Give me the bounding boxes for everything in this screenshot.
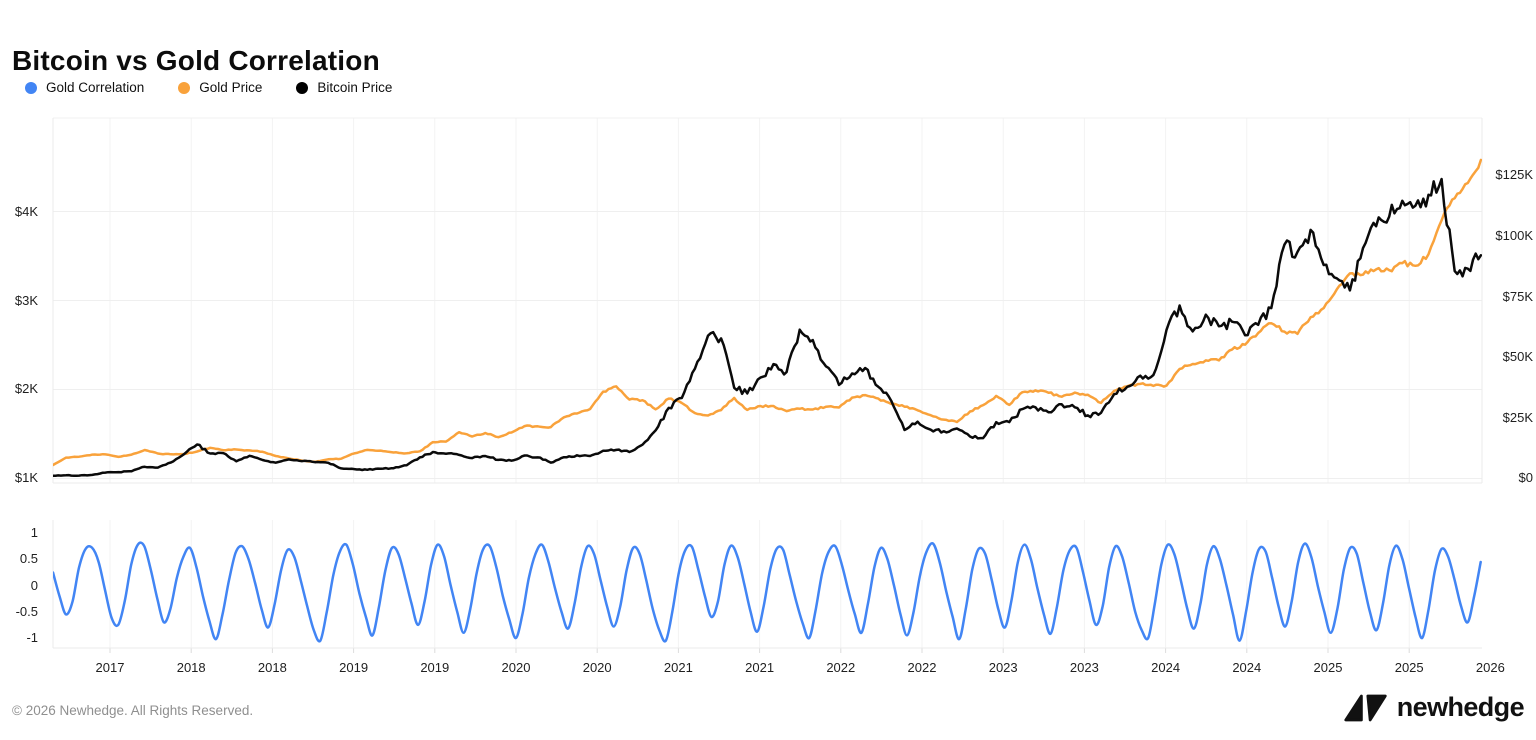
legend-label: Gold Price (199, 80, 263, 95)
legend-label: Gold Correlation (46, 80, 145, 95)
bitcoin-price-dot-icon (296, 81, 309, 94)
brand-text: newhedge (1396, 692, 1525, 722)
chart-title: Bitcoin vs Gold Correlation (12, 44, 380, 76)
legend-item-gold-price[interactable]: Gold Price (178, 80, 262, 95)
copyright-text: © 2026 Newhedge. All Rights Reserved. (12, 703, 254, 718)
gold-correlation-dot-icon (25, 81, 37, 94)
legend-label: Bitcoin Price (317, 80, 393, 95)
newhedge-logo[interactable]: newhedge (1343, 692, 1525, 723)
newhedge-logo-icon (1344, 694, 1387, 721)
gold-price-dot-icon (178, 81, 191, 94)
legend-item-gold-correlation[interactable]: Gold Correlation (25, 80, 144, 95)
legend: Gold Correlation Gold Price Bitcoin Pric… (25, 80, 392, 95)
legend-item-bitcoin-price[interactable]: Bitcoin Price (296, 80, 392, 95)
